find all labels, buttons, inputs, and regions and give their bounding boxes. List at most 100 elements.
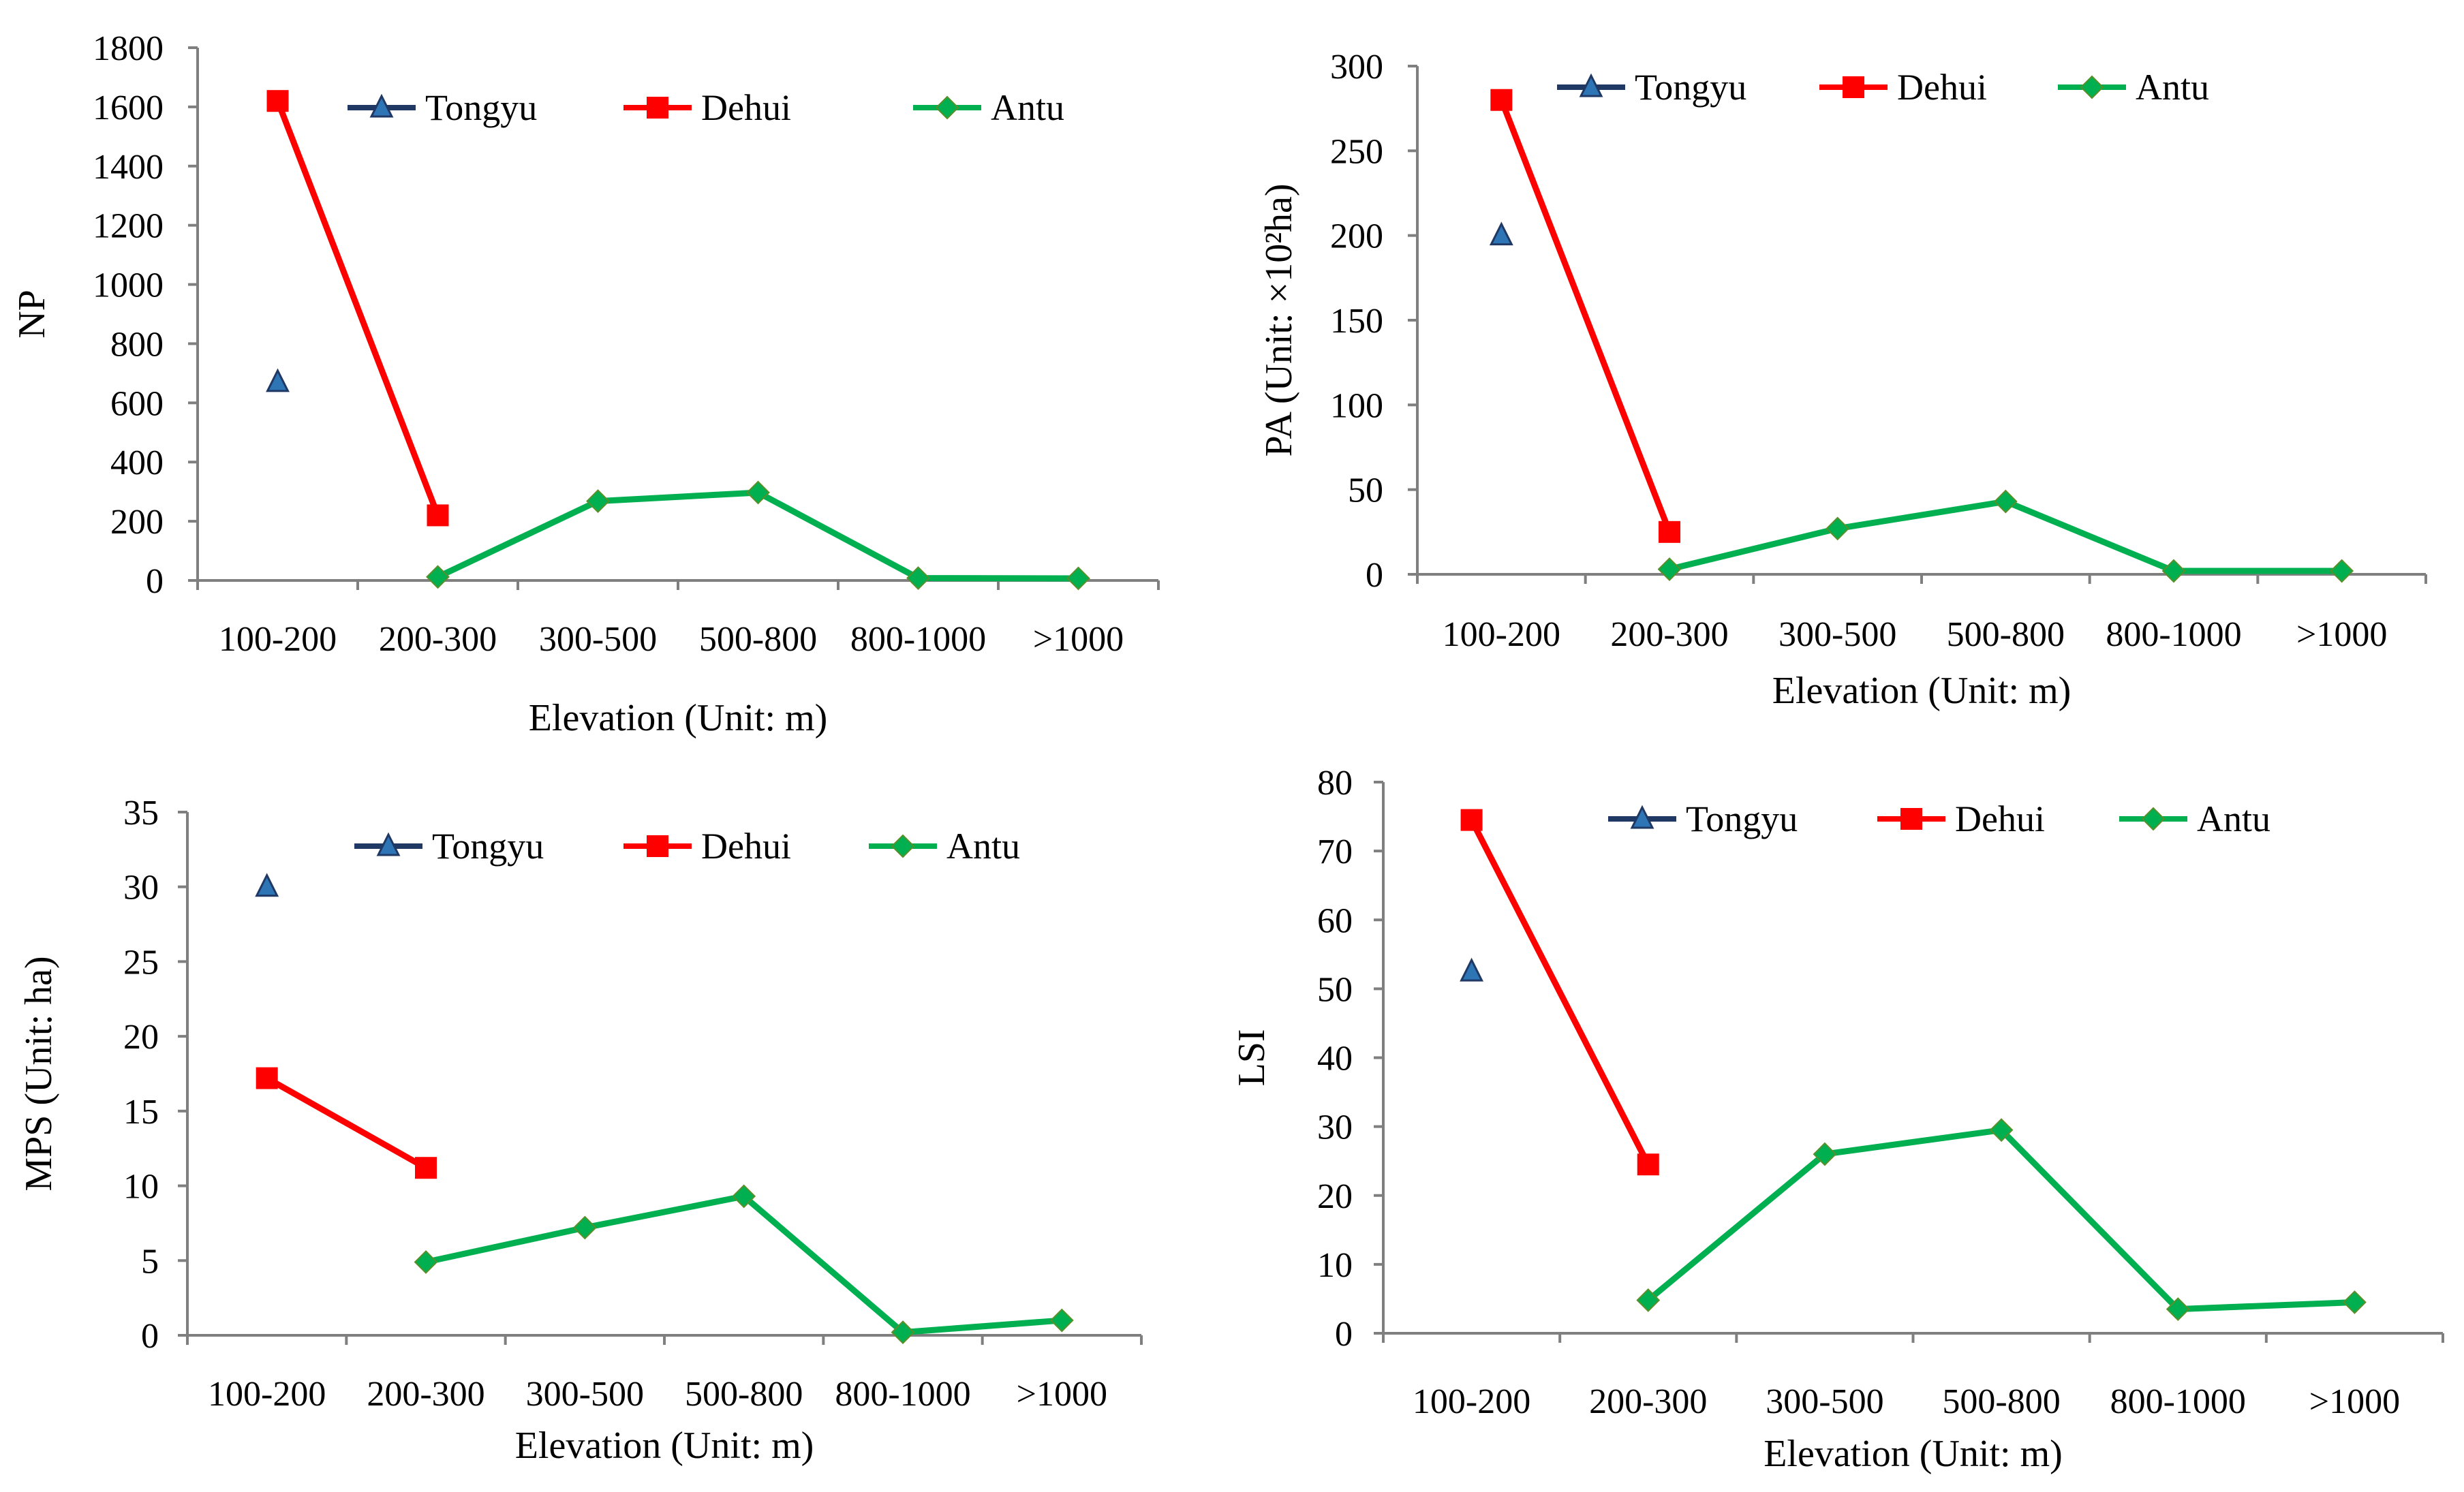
y-tick-label: 100 <box>1330 386 1383 425</box>
series-dehui <box>1490 89 1680 543</box>
x-tick-label: 500-800 <box>1947 615 2065 654</box>
x-tick-label: 800-1000 <box>2106 615 2241 654</box>
data-point-antu <box>1989 1118 2014 1143</box>
chart-panel-3: 0 5 10 15 20 25 30 35 100-200 200-300 300-500 500-8… <box>18 794 1143 1467</box>
data-point-dehui <box>415 1157 437 1179</box>
y-tick-label: 0 <box>1366 556 1383 595</box>
data-point-dehui <box>1490 89 1513 111</box>
legend-label: Tongyu <box>1686 798 1798 839</box>
y-tick-label: 35 <box>123 794 159 833</box>
series-line-antu <box>1645 1127 2358 1313</box>
series-antu <box>414 1184 1074 1345</box>
x-tick-label: 200-300 <box>379 620 497 659</box>
data-point-dehui <box>427 504 449 527</box>
data-point-antu <box>891 1320 915 1345</box>
y-tick-label: 600 <box>110 384 164 423</box>
x-axis-title: Elevation (Unit: m) <box>529 697 828 739</box>
y-tick-label: 1200 <box>93 207 164 246</box>
legend-label: Tongyu <box>1635 67 1746 108</box>
data-point-antu <box>1049 1308 1074 1333</box>
series-line-dehui <box>1468 817 1652 1168</box>
y-tick-label: 800 <box>110 325 164 364</box>
legend-marker-antu <box>2080 75 2104 99</box>
x-axis-title: Elevation (Unit: m) <box>1764 1433 2063 1475</box>
y-axis-title: PA (Unit: ×10²ha) <box>1258 184 1300 457</box>
x-tick-label: 100-200 <box>1413 1382 1530 1421</box>
legend-label: Tongyu <box>432 826 544 867</box>
x-tick-label: 100-200 <box>219 620 337 659</box>
legend-label: Dehui <box>701 826 791 867</box>
series-antu <box>1636 1118 2367 1322</box>
data-point-antu <box>906 566 930 590</box>
data-point-dehui <box>1637 1153 1659 1176</box>
data-point-dehui <box>266 90 289 112</box>
legend-entry-dehui: Dehui <box>623 826 791 867</box>
legend-entry-antu: Antu <box>913 87 1064 128</box>
series-dehui <box>266 90 449 527</box>
data-point-antu <box>572 1215 597 1240</box>
legend-entry-antu: Antu <box>2119 798 2270 839</box>
x-tick-label: 300-500 <box>1778 615 1896 654</box>
x-tick-label: 500-800 <box>1942 1382 2060 1421</box>
data-point-antu <box>414 1250 438 1274</box>
data-point-antu <box>1813 1142 1837 1166</box>
legend-entry-tongyu: Tongyu <box>1608 798 1798 839</box>
data-point-antu <box>1657 557 1682 581</box>
y-tick-label: 10 <box>123 1168 159 1207</box>
y-tick-label: 80 <box>1317 764 1353 803</box>
legend-entry-antu: Antu <box>2058 67 2209 108</box>
y-tick-label: 1800 <box>93 29 164 68</box>
y-tick-label: 10 <box>1317 1246 1353 1285</box>
legend-label: Tongyu <box>425 87 537 128</box>
x-tick-label: >1000 <box>2296 615 2387 654</box>
legend-label: Dehui <box>1897 67 1987 108</box>
legend-marker-tongyu <box>1579 73 1603 97</box>
legend-entry-tongyu: Tongyu <box>354 826 544 867</box>
legend-entry-tongyu: Tongyu <box>1557 67 1746 108</box>
legend-marker-dehui <box>1843 76 1864 98</box>
series-line-antu <box>435 489 1081 582</box>
data-point-tongyu <box>1460 957 1484 982</box>
x-tick-label: 100-200 <box>208 1375 326 1414</box>
legend-entry-dehui: Dehui <box>1877 798 2045 839</box>
x-tick-label: 200-300 <box>1589 1382 1707 1421</box>
x-tick-label: 300-500 <box>526 1375 644 1414</box>
y-tick-label: 15 <box>123 1093 159 1132</box>
data-point-antu <box>426 565 450 589</box>
data-point-antu <box>746 480 770 505</box>
chart-panel-1: 0 200 400 600 800 1000 1200 1400 1600 1800 100-200… <box>11 29 1160 739</box>
y-tick-label: 50 <box>1317 970 1353 1009</box>
legend-marker-antu <box>891 834 915 858</box>
data-point-antu <box>2330 559 2354 583</box>
series-line-dehui <box>275 97 441 518</box>
data-point-antu <box>2161 559 2186 583</box>
data-point-antu <box>732 1184 756 1209</box>
y-tick-label: 20 <box>1317 1177 1353 1216</box>
data-point-antu <box>1826 516 1850 541</box>
y-tick-label: 1400 <box>93 148 164 187</box>
y-tick-label: 1600 <box>93 89 164 127</box>
y-tick-label: 40 <box>1317 1040 1353 1078</box>
y-axis-title: NP <box>11 290 53 339</box>
x-tick-label: 200-300 <box>1610 615 1728 654</box>
data-point-antu <box>1066 566 1090 591</box>
x-tick-label: 500-800 <box>685 1375 803 1414</box>
y-tick-label: 0 <box>146 562 164 601</box>
x-tick-label: 200-300 <box>367 1375 484 1414</box>
y-axis-title: LSI <box>1231 1029 1273 1087</box>
legend-marker-tongyu <box>1630 805 1654 829</box>
x-axis-title: Elevation (Unit: m) <box>515 1425 814 1467</box>
x-tick-label: 100-200 <box>1443 615 1560 654</box>
data-point-antu <box>1636 1288 1661 1312</box>
x-tick-label: 800-1000 <box>835 1375 970 1414</box>
y-tick-label: 1000 <box>93 266 164 305</box>
y-tick-label: 200 <box>110 503 164 542</box>
series-line-dehui <box>264 1075 429 1171</box>
legend-entry-dehui: Dehui <box>1819 67 1987 108</box>
y-tick-label: 300 <box>1330 48 1383 87</box>
series-antu <box>1657 489 2354 583</box>
y-tick-label: 60 <box>1317 901 1353 940</box>
legend-entry-dehui: Dehui <box>623 87 791 128</box>
data-point-tongyu <box>1489 221 1513 246</box>
